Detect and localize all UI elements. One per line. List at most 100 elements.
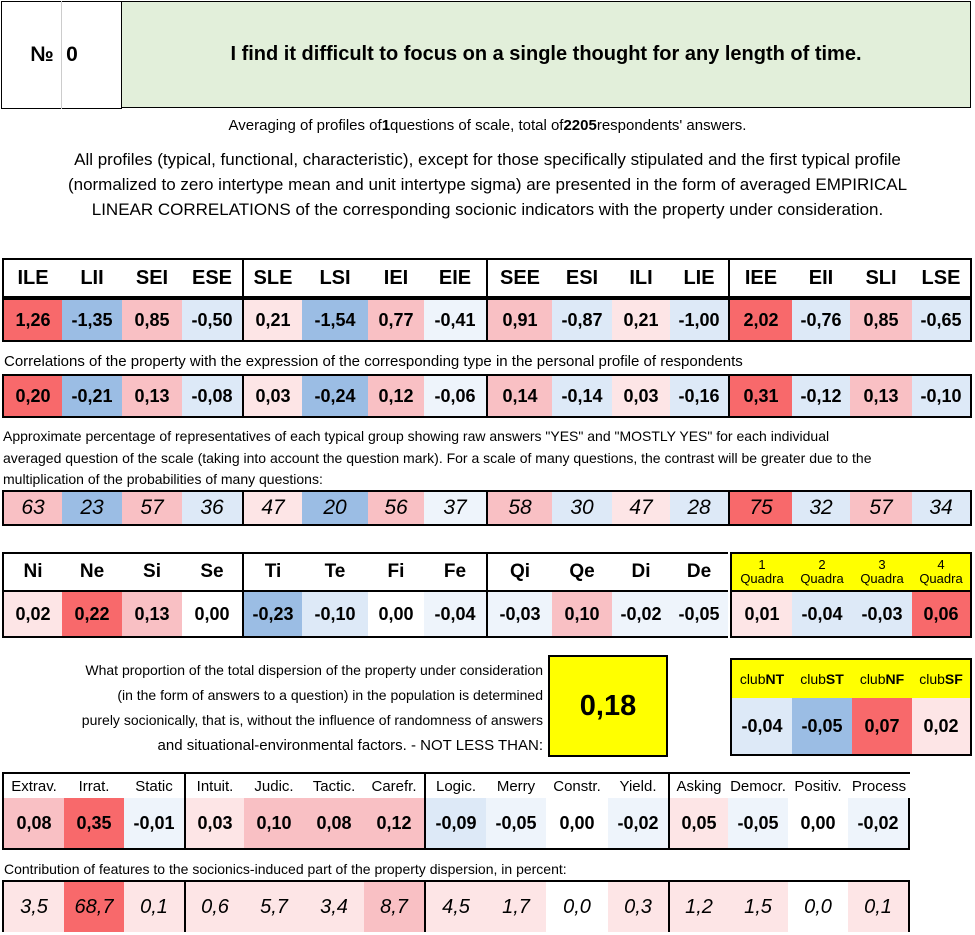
reinin-contrib-judic: 5,7: [244, 880, 304, 932]
reinin-contrib-yield: 0,3: [608, 880, 668, 932]
reinin-header-process: Process: [848, 772, 910, 798]
type-pct-lsi: 20: [302, 490, 368, 526]
pct-caption-line-3: multiplication of the probabilities of m…: [3, 471, 323, 487]
reinin-value-intuit: 0,03: [184, 798, 244, 850]
type-pct-sei: 57: [122, 490, 182, 526]
type-corr-iei: 0,12: [368, 374, 424, 418]
reinin-contrib-process: 0,1: [848, 880, 910, 932]
function-value-fe: -0,04: [424, 592, 486, 638]
type-profile-lii: -1,35: [62, 298, 122, 342]
function-value-te: -0,10: [302, 592, 368, 638]
reinin-contrib-democr: 1,5: [728, 880, 788, 932]
number-label: №: [30, 43, 54, 66]
type-header-ese: ESE: [182, 258, 242, 298]
dispersion-text: What proportion of the total dispersion …: [0, 658, 543, 758]
type-header-ili: ILI: [612, 258, 670, 298]
type-pct-iei: 56: [368, 490, 424, 526]
club-values-row: -0,04 -0,05 0,07 0,02: [0, 698, 975, 756]
description-line-3: LINEAR CORRELATIONS of the corresponding…: [91, 200, 884, 219]
function-header-fe: Fe: [424, 552, 486, 592]
reinin-value-logic: -0,09: [424, 798, 486, 850]
club-code: ST: [825, 671, 844, 687]
type-corr-esi: -0,14: [552, 374, 612, 418]
functions-header-row: Ni Ne Si Se Ti Te Fi Fe Qi Qe Di De 1 Quadra 2 Quadra 3 Q…: [0, 552, 975, 592]
type-pct-sli: 57: [850, 490, 912, 526]
quadra-label: Quadra: [800, 571, 844, 586]
reinin-header-carefr: Carefr.: [364, 772, 424, 798]
reinin-value-judic: 0,10: [244, 798, 304, 850]
pct-caption-line-1: Approximate percentage of representative…: [3, 428, 830, 444]
reinin-value-merry: -0,05: [486, 798, 546, 850]
club-value-st: -0,05: [792, 698, 852, 756]
type-header-lsi: LSI: [302, 258, 368, 298]
function-value-se: 0,00: [182, 592, 242, 638]
function-header-de: De: [670, 552, 728, 592]
reinin-header-irrat: Irrat.: [64, 772, 124, 798]
reinin-contrib-static: 0,1: [124, 880, 184, 932]
type-profile-see: 0,91: [486, 298, 552, 342]
type-corr-iee: 0,31: [728, 374, 792, 418]
club-value-nf: 0,07: [852, 698, 912, 756]
reinin-header-logic: Logic.: [424, 772, 486, 798]
type-header-lse: LSE: [912, 258, 972, 298]
quadra-number: 2: [818, 557, 826, 572]
quadra-value-4: 0,06: [912, 592, 972, 638]
function-header-ti: Ti: [242, 552, 302, 592]
type-profile-sle: 0,21: [242, 298, 302, 342]
type-pct-ili: 47: [612, 490, 670, 526]
reinin-contrib-intuit: 0,6: [184, 880, 244, 932]
quadra-header-2: 2 Quadra: [792, 552, 852, 592]
quadra-number: 1: [758, 557, 766, 572]
type-header-ile: ILE: [2, 258, 62, 298]
function-header-qi: Qi: [486, 552, 552, 592]
reinin-contrib-extrav: 3,5: [2, 880, 64, 932]
club-header-sf: club SF: [912, 658, 972, 698]
function-values-row: 0,02 0,22 0,13 0,00 -0,23 -0,10 0,00 -0,04 -0,03…: [0, 592, 975, 638]
reinin-value-carefr: 0,12: [364, 798, 424, 850]
club-header-st: club ST: [792, 658, 852, 698]
type-header-lie: LIE: [670, 258, 728, 298]
reinin-contrib-constr: 0,0: [546, 880, 608, 932]
reinin-header-merry: Merry: [486, 772, 546, 798]
pct-caption-line-2: averaged question of the scale (taking i…: [3, 449, 872, 466]
description-line-2: (normalized to zero intertype mean and u…: [67, 175, 908, 194]
club-value-sf: 0,02: [912, 698, 972, 756]
club-code: SF: [944, 671, 963, 687]
type-corr-lsi: -0,24: [302, 374, 368, 418]
reinin-value-yield: -0,02: [608, 798, 668, 850]
type-corr-lii: -0,21: [62, 374, 122, 418]
reinin-value-democr: -0,05: [728, 798, 788, 850]
type-pct-sle: 47: [242, 490, 302, 526]
reinin-value-static: -0,01: [124, 798, 184, 850]
reinin-value-irrat: 0,35: [64, 798, 124, 850]
function-value-fi: 0,00: [368, 592, 424, 638]
reinin-header-positiv: Positiv.: [788, 772, 848, 798]
type-pct-lse: 34: [912, 490, 972, 526]
club-prefix: club: [739, 671, 766, 687]
contrib-caption: Contribution of features to the socionic…: [4, 861, 567, 877]
statement-title: I find it difficult to focus on a single…: [122, 1, 971, 108]
corr-caption: Correlations of the property with the ex…: [4, 353, 743, 370]
function-value-di: -0,02: [612, 592, 670, 638]
type-header-sli: SLI: [850, 258, 912, 298]
club-value-nt: -0,04: [730, 698, 792, 756]
function-header-te: Te: [302, 552, 368, 592]
description: All profiles (typical, functional, chara…: [0, 147, 975, 222]
reinin-value-tactic: 0,08: [304, 798, 364, 850]
function-header-ne: Ne: [62, 552, 122, 592]
reinin-header-intuit: Intuit.: [184, 772, 244, 798]
type-corr-row: 0,20 -0,21 0,13 -0,08 0,03 -0,24 0,12 -0,06 0,14…: [0, 374, 975, 418]
type-header-iei: IEI: [368, 258, 424, 298]
pct-caption: Approximate percentage of representative…: [3, 426, 872, 491]
reinin-contrib-merry: 1,7: [486, 880, 546, 932]
club-code: NT: [765, 671, 785, 687]
quadra-label: Quadra: [919, 571, 963, 586]
reinin-contrib-carefr: 8,7: [364, 880, 424, 932]
type-pct-lii: 23: [62, 490, 122, 526]
type-header-lii: LII: [62, 258, 122, 298]
reinin-contrib-logic: 4,5: [424, 880, 486, 932]
function-value-ne: 0,22: [62, 592, 122, 638]
type-profile-iee: 2,02: [728, 298, 792, 342]
type-header-sle: SLE: [242, 258, 302, 298]
types-header-row: ILE LII SEI ESE SLE LSI IEI EIE SEE ESI ILI LIE IEE E…: [0, 258, 975, 298]
